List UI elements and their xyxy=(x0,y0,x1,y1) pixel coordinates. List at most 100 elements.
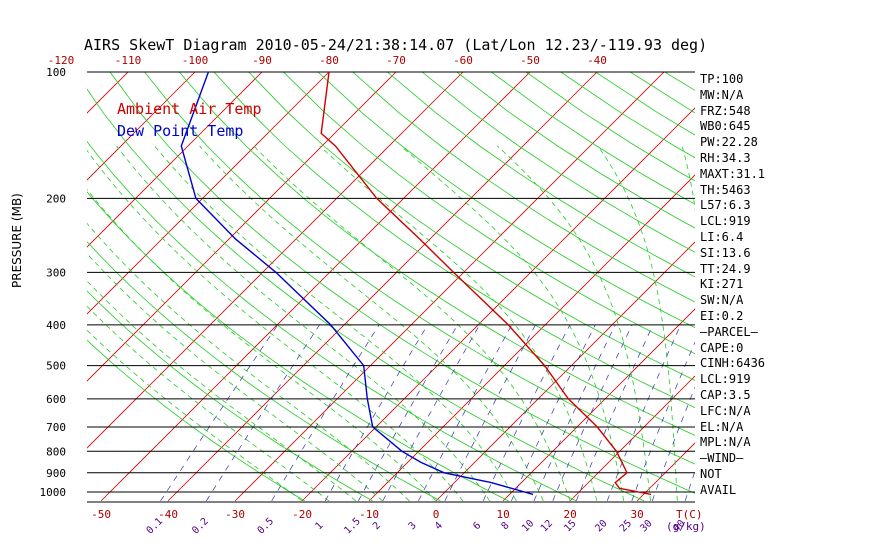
index-item: LFC:N/A xyxy=(700,403,751,418)
mixing-ratio-label: 8 xyxy=(500,520,512,532)
index-item: L57:6.3 xyxy=(700,198,751,213)
isotherm-line xyxy=(771,72,870,501)
pressure-tick-label: 800 xyxy=(46,445,66,458)
stability-indices-list: TP:100 MW:N/A FRZ:548 WB0:645 PW:22.28 RH:34.… xyxy=(700,72,765,499)
bottom-axis-unit-label: T(C) xyxy=(676,508,703,521)
bottom-temp-tick-label: -10 xyxy=(359,508,379,521)
mixing-ratio-label: 0.5 xyxy=(256,516,277,537)
index-item: MAXT:31.1 xyxy=(700,166,766,181)
top-temp-tick-label: -100 xyxy=(182,54,209,67)
isotherm-line xyxy=(167,72,598,502)
top-temp-tick-label: -110 xyxy=(115,54,142,67)
pressure-tick-label: 400 xyxy=(46,319,66,332)
dry-adiabat-line xyxy=(87,241,441,502)
dry-adiabat-line xyxy=(178,72,695,436)
mixing-ratio-line xyxy=(552,324,633,502)
top-temp-tick-label: -50 xyxy=(520,54,540,67)
pressure-tick-label: 700 xyxy=(46,421,66,434)
top-temp-tick-label: -60 xyxy=(453,54,473,67)
index-item: RH:34.3 xyxy=(700,150,751,165)
index-item: LCL:919 xyxy=(700,372,751,387)
mixing-ratio-line xyxy=(606,324,682,502)
mixing-ratio-line xyxy=(511,324,596,502)
mixing-ratio-line xyxy=(358,324,458,502)
bottom-temp-tick-label: -20 xyxy=(292,508,312,521)
index-item: —PARCEL— xyxy=(700,324,758,339)
index-item: WB0:645 xyxy=(700,119,751,134)
dry-adiabat-line xyxy=(387,72,695,278)
mixing-ratio-line xyxy=(631,341,695,502)
dew-point-profile-line xyxy=(180,72,534,496)
index-item: FRZ:548 xyxy=(700,103,751,118)
mixing-ratio-line xyxy=(324,324,428,502)
index-item: EI:0.2 xyxy=(700,308,744,323)
mixing-ratio-label: 2 xyxy=(371,520,383,532)
air-temp-profile-line xyxy=(320,72,652,496)
index-item: PW:22.28 xyxy=(700,135,758,150)
dry-adiabat-line xyxy=(87,140,577,502)
index-item: TP:100 xyxy=(700,72,744,86)
y-axis-label: PRESSURE (MB) xyxy=(10,193,24,288)
bottom-temp-tick-label: 30 xyxy=(630,508,643,521)
isotherm-line xyxy=(87,72,397,382)
mixing-ratio-label: 0.2 xyxy=(190,516,211,537)
bottom-temp-tick-label: 0 xyxy=(433,508,440,521)
index-item: MPL:N/A xyxy=(700,435,751,450)
index-item: LCL:919 xyxy=(700,214,751,229)
mixing-ratio-line xyxy=(575,324,654,502)
isotherm-line xyxy=(435,241,695,502)
pressure-tick-label: 600 xyxy=(46,393,66,406)
index-item: LI:6.4 xyxy=(700,229,744,244)
pressure-tick-label: 300 xyxy=(46,266,66,279)
dry-adiabat-line xyxy=(213,72,695,409)
mixing-ratio-line xyxy=(206,324,320,502)
page-title: AIRS SkewT Diagram 2010-05-24/21:38:14.0… xyxy=(84,36,708,54)
dry-adiabat-line xyxy=(317,72,695,329)
isotherm-line xyxy=(838,72,870,501)
top-temp-tick-label: -120 xyxy=(48,54,75,67)
pressure-tick-label: 500 xyxy=(46,360,66,373)
mixing-ratio-label: 20 xyxy=(593,518,609,534)
mixing-ratio-line xyxy=(382,324,480,502)
bottom-temp-tick-label: 10 xyxy=(496,508,509,521)
dry-adiabat-line xyxy=(87,191,509,502)
dry-adiabat-line xyxy=(248,72,695,381)
dry-adiabat-line xyxy=(664,72,695,91)
mixing-ratio-line xyxy=(533,324,616,502)
mixing-ratio-label: 3 xyxy=(407,520,419,532)
index-item: SW:N/A xyxy=(700,293,744,308)
index-item: SI:13.6 xyxy=(700,245,751,260)
index-item: AVAIL xyxy=(700,482,737,497)
index-item: —WIND— xyxy=(700,451,744,466)
mixing-ratio-label: 12 xyxy=(539,518,555,534)
index-item: CINH:6436 xyxy=(700,356,766,371)
pressure-tick-label: 200 xyxy=(46,192,66,205)
isotherm-line xyxy=(87,72,464,449)
bottom-temp-tick-label: -30 xyxy=(225,508,245,521)
mixing-ratio-label: 4 xyxy=(433,520,445,532)
dry-adiabat-line xyxy=(283,72,695,355)
isotherm-line xyxy=(301,107,695,502)
pressure-tick-label: 900 xyxy=(46,467,66,480)
index-item: EL:N/A xyxy=(700,419,744,434)
index-item: CAPE:0 xyxy=(700,340,744,355)
mixing-ratio-line xyxy=(418,324,513,502)
mixing-ratio-label: 6 xyxy=(471,520,483,532)
dry-adiabat-line xyxy=(109,72,695,494)
dry-adiabat-line xyxy=(144,72,695,465)
mixing-ratio-line xyxy=(160,324,279,502)
mixing-ratio-label: 10 xyxy=(520,518,536,534)
pressure-tick-label: 1000 xyxy=(40,486,67,499)
mixing-ratio-unit-label: (g/kg) xyxy=(666,520,706,533)
isotherm-line xyxy=(368,174,695,502)
dry-adiabat-line xyxy=(87,88,645,502)
dry-adiabat-line xyxy=(352,72,695,303)
legend-ambient-air-temp: Ambient Air Temp xyxy=(117,100,262,118)
bottom-temp-tick-label: 20 xyxy=(563,508,576,521)
bottom-temp-tick-label: -40 xyxy=(158,508,178,521)
isotherm-line xyxy=(87,72,196,181)
legend-dew-point-temp: Dew Point Temp xyxy=(117,122,244,140)
top-temp-tick-label: -40 xyxy=(587,54,607,67)
isotherm-line xyxy=(100,72,531,502)
top-temp-tick-label: -90 xyxy=(252,54,272,67)
